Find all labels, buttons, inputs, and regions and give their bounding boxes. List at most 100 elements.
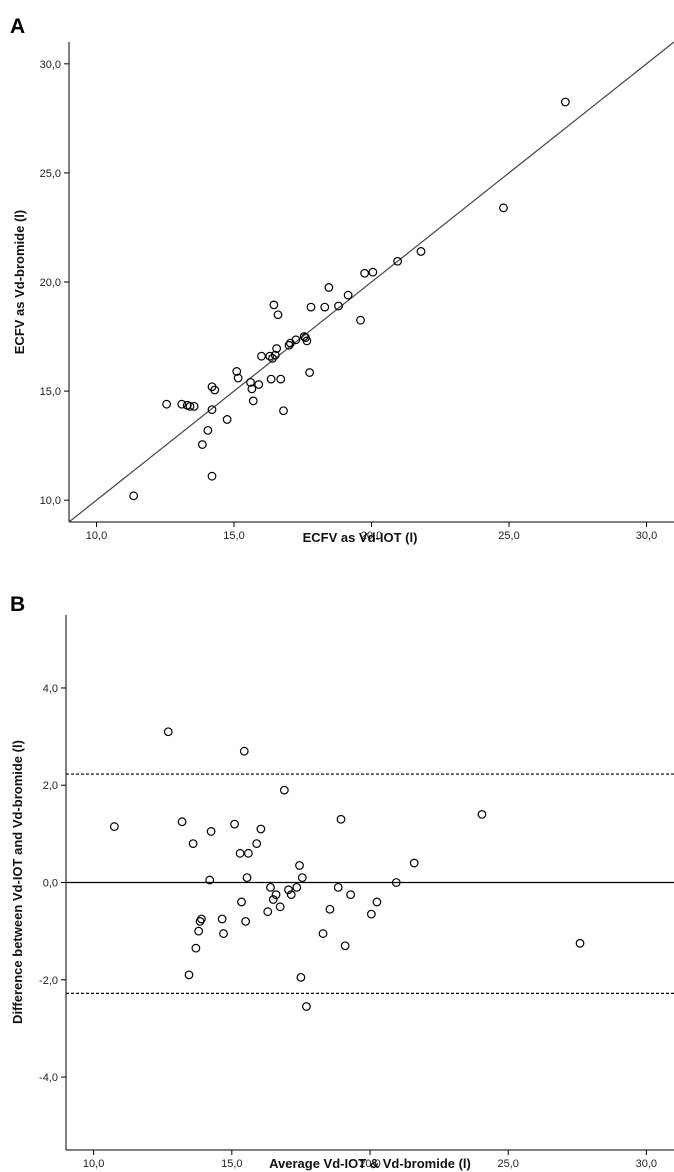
data-point — [333, 882, 343, 892]
panel-b-x-label: Average Vd-IOT & Vd-bromide (l) — [269, 1156, 471, 1171]
y-tick-label: 0,0 — [43, 878, 58, 890]
data-point — [177, 399, 187, 409]
panel-a-x-ticks: 10,0 15,0 20,0 25,0 30,0 — [86, 522, 657, 542]
data-point — [184, 970, 194, 980]
panel-b-y-ticks: -4,0 -2,0 0,0 2,0 4,0 — [39, 683, 66, 1084]
data-point — [248, 396, 258, 406]
data-point — [191, 943, 201, 953]
data-point — [320, 302, 330, 312]
data-point — [254, 380, 264, 389]
data-point — [188, 839, 198, 848]
data-point — [286, 890, 296, 900]
data-point — [265, 351, 275, 361]
data-point — [241, 917, 251, 926]
data-point — [257, 351, 266, 361]
panel-a-identity-line — [68, 41, 674, 523]
data-point — [177, 817, 187, 827]
data-point — [393, 256, 403, 266]
data-point — [232, 367, 242, 376]
data-point — [272, 344, 282, 353]
data-point — [269, 300, 279, 310]
data-point — [302, 1002, 311, 1011]
panel-b-points — [109, 727, 585, 1011]
data-point — [391, 878, 401, 887]
data-point — [219, 929, 228, 938]
x-tick-label: 20,0 — [361, 530, 382, 542]
panel-b-y-label: Difference between Vd-IOT and Vd-bromide… — [10, 740, 25, 1024]
data-point — [239, 746, 249, 756]
data-point — [185, 401, 195, 411]
y-tick-label: -4,0 — [39, 1072, 58, 1084]
panel-a-y-label: ECFV as Vd-bromide (l) — [12, 210, 27, 354]
data-point — [263, 907, 273, 917]
data-point — [235, 848, 245, 858]
data-point — [295, 861, 304, 870]
data-point — [233, 373, 243, 383]
data-point — [372, 897, 382, 907]
data-point — [247, 384, 257, 394]
x-tick-label: 25,0 — [497, 1158, 518, 1170]
data-point — [252, 839, 262, 848]
panel-a-letter: A — [10, 15, 25, 38]
data-point — [560, 97, 570, 107]
data-point — [279, 785, 289, 795]
data-point — [575, 938, 585, 948]
data-point — [284, 885, 293, 895]
data-point — [324, 283, 334, 292]
data-point — [266, 374, 276, 384]
panel-a-points — [129, 97, 570, 501]
data-point — [207, 405, 217, 415]
data-point — [343, 290, 353, 300]
data-point — [189, 401, 199, 411]
data-point — [256, 824, 266, 834]
data-point — [325, 904, 335, 914]
y-tick-label: 4,0 — [43, 683, 58, 695]
panel-a-chart: 10,0 15,0 20,0 25,0 30,0 10,0 15,0 20,0 25,0 30,… — [12, 41, 674, 545]
data-point — [368, 267, 378, 277]
data-point — [346, 890, 356, 900]
data-point — [284, 340, 294, 350]
data-point — [297, 873, 307, 883]
y-tick-label: 25,0 — [40, 168, 61, 180]
data-point — [271, 890, 281, 900]
data-point — [197, 440, 207, 449]
data-point — [366, 909, 376, 919]
data-point — [222, 415, 232, 424]
data-point — [205, 875, 215, 885]
y-tick-label: 15,0 — [40, 386, 61, 398]
panel-b-letter: B — [10, 593, 25, 616]
data-point — [163, 727, 173, 737]
data-point — [292, 882, 302, 892]
data-point — [266, 882, 275, 892]
x-tick-label: 15,0 — [223, 530, 244, 542]
data-point — [206, 827, 216, 836]
data-point — [306, 302, 316, 312]
data-point — [340, 941, 350, 951]
data-point — [336, 814, 346, 824]
data-point — [477, 810, 487, 819]
x-tick-label: 25,0 — [498, 530, 519, 542]
data-point — [242, 873, 252, 883]
data-point — [279, 406, 288, 416]
data-point — [416, 247, 426, 256]
data-point — [273, 310, 283, 320]
data-point — [356, 315, 365, 325]
data-point — [275, 902, 285, 912]
x-tick-label: 20,0 — [359, 1158, 380, 1170]
data-point — [194, 926, 204, 936]
data-point — [296, 972, 306, 982]
y-tick-label: 10,0 — [40, 495, 61, 507]
panel-b-chart: -4,0 -2,0 0,0 2,0 4,0 10,0 15,0 20,0 25,0 30,0 A… — [10, 615, 674, 1171]
data-point — [409, 858, 419, 868]
data-point — [109, 822, 119, 831]
data-point — [129, 491, 139, 501]
y-tick-label: 2,0 — [43, 780, 58, 792]
data-point — [360, 268, 370, 278]
data-point — [270, 350, 280, 360]
panel-a-x-label: ECFV as Vd-IOT (l) — [303, 530, 418, 545]
data-point — [299, 332, 309, 341]
data-point — [243, 848, 253, 858]
data-point — [499, 203, 508, 213]
data-point — [302, 336, 312, 346]
y-tick-label: 30,0 — [40, 59, 61, 71]
